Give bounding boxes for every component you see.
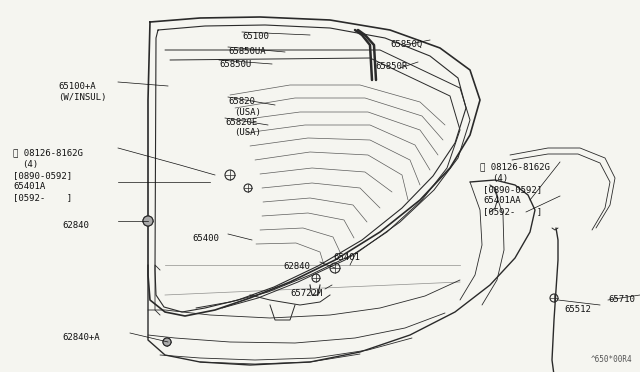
Text: 65401A: 65401A [13, 182, 45, 191]
Text: 62840: 62840 [62, 221, 89, 230]
Text: (USA): (USA) [234, 128, 261, 137]
Text: 65850U: 65850U [219, 60, 252, 69]
Text: 65722M: 65722M [290, 289, 323, 298]
Text: [0890-0592]: [0890-0592] [13, 171, 72, 180]
Text: [0592-    ]: [0592- ] [13, 193, 72, 202]
Text: 65850UA: 65850UA [228, 47, 266, 56]
Text: 65850Q: 65850Q [390, 40, 422, 49]
Text: 65401AA: 65401AA [483, 196, 520, 205]
Text: [0890-0592]: [0890-0592] [483, 185, 542, 194]
Text: 65100: 65100 [242, 32, 269, 41]
Text: 65820E: 65820E [225, 118, 257, 127]
Circle shape [163, 338, 171, 346]
Text: Ⓑ 08126-8162G: Ⓑ 08126-8162G [480, 162, 550, 171]
Text: (4): (4) [22, 160, 38, 169]
Text: [0592-    ]: [0592- ] [483, 207, 542, 216]
Text: (W/INSUL): (W/INSUL) [58, 93, 106, 102]
Text: (USA): (USA) [234, 108, 261, 117]
Text: 62840: 62840 [283, 262, 310, 271]
Text: 62840+A: 62840+A [62, 333, 100, 342]
Text: (4): (4) [492, 174, 508, 183]
Text: 65820: 65820 [228, 97, 255, 106]
Text: Ⓑ 08126-8162G: Ⓑ 08126-8162G [13, 148, 83, 157]
Text: 65100+A: 65100+A [58, 82, 95, 91]
Text: 65850R: 65850R [375, 62, 407, 71]
Text: ^650*00R4: ^650*00R4 [590, 355, 632, 364]
Text: 65401: 65401 [333, 253, 360, 262]
Text: 65710: 65710 [608, 295, 635, 304]
Circle shape [143, 216, 153, 226]
Text: 65512: 65512 [564, 305, 591, 314]
Text: 65400: 65400 [192, 234, 219, 243]
